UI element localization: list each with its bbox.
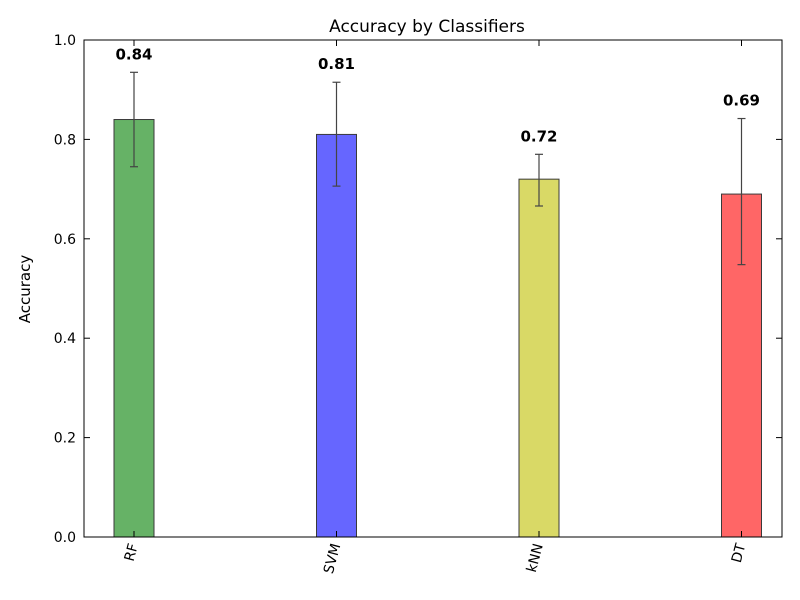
- y-tick-label: 1.0: [54, 33, 76, 49]
- x-tick-label-rf: RF: [122, 542, 142, 563]
- bar-knn: [518, 178, 560, 538]
- x-tick-label-svm: SVM: [321, 542, 344, 576]
- y-tick-label: 0.8: [54, 132, 76, 148]
- plot-area: 0.84 0.81 0.72 0.69 0.0 0.2 0.4 0.6 0.8 1.0 RF SVM k…: [54, 33, 783, 576]
- y-axis-label: Accuracy: [16, 255, 34, 324]
- data-label-rf: 0.84: [115, 45, 152, 63]
- x-tick-label-dt: DT: [729, 541, 750, 564]
- plot-frame: [83, 39, 783, 538]
- data-label-dt: 0.69: [723, 92, 760, 110]
- chart-title: Accuracy by Classifiers: [329, 17, 525, 37]
- y-tick-label: 0.0: [54, 530, 76, 546]
- x-tick-label-knn: kNN: [524, 542, 547, 574]
- data-label-knn: 0.72: [520, 127, 557, 145]
- bar-rf: [113, 119, 155, 538]
- data-label-svm: 0.81: [318, 55, 355, 73]
- y-tick-label: 0.4: [54, 331, 76, 347]
- y-tick-label: 0.2: [54, 431, 76, 447]
- y-tick-label: 0.6: [54, 232, 76, 248]
- bar-svm: [316, 133, 357, 538]
